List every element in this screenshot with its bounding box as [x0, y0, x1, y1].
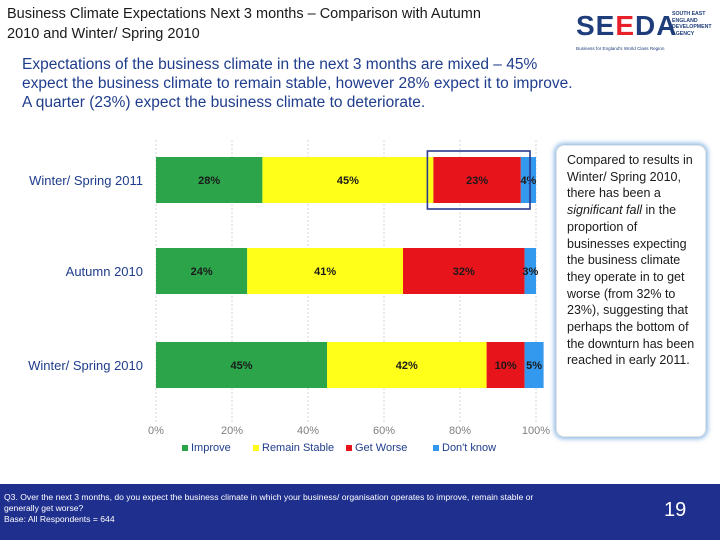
- bar-segment-get-worse: [486, 342, 525, 388]
- logo-side-text: SOUTH EAST ENGLAND DEVELOPMENT AGENCY: [672, 11, 712, 37]
- slide-title: Business Climate Expectations Next 3 mon…: [7, 4, 537, 44]
- data-label: 41%: [314, 266, 336, 278]
- bar-segment-remain-stable: [262, 157, 434, 203]
- data-label: 45%: [337, 175, 359, 187]
- subtitle-line: expect the business climate to remain st…: [22, 75, 573, 92]
- seeda-logo: SEEDA SOUTH EAST ENGLAND DEVELOPMENT AGE…: [576, 8, 712, 52]
- bar-segment-get-worse: [433, 157, 521, 203]
- footer-question: Q3. Over the next 3 months, do you expec…: [4, 492, 644, 525]
- subtitle-line: Expectations of the business climate in …: [22, 56, 538, 73]
- logo-tagline: Business for England's World Class Regio…: [576, 46, 665, 51]
- bar-segment-improve: [156, 248, 248, 294]
- data-label: 3%: [522, 266, 538, 278]
- legend-swatch: [182, 445, 188, 451]
- data-label: 32%: [453, 266, 475, 278]
- slide-title-line: Business Climate Expectations Next 3 mon…: [7, 6, 481, 22]
- callout-text: Compared to results in Winter/ Spring 20…: [567, 153, 693, 201]
- logo-part-accent: E: [615, 10, 636, 41]
- bar-segment-don-t-know: [520, 157, 536, 203]
- logo-part: SE: [576, 10, 616, 41]
- category-label: Winter/ Spring 2010: [28, 358, 143, 373]
- legend-label: Get Worse: [355, 442, 407, 454]
- category-label: Autumn 2010: [66, 264, 143, 279]
- callout-emphasis: significant fall: [567, 203, 643, 218]
- subtitle-line: A quarter (23%) expect the business clim…: [22, 94, 426, 111]
- x-tick-label: 60%: [373, 425, 395, 437]
- commentary-callout: Compared to results in Winter/ Spring 20…: [556, 145, 706, 437]
- data-label: 4%: [520, 175, 536, 187]
- slide-subtitle: Expectations of the business climate in …: [22, 55, 702, 112]
- bar-segment-remain-stable: [247, 248, 403, 294]
- category-label: Winter/ Spring 2011: [29, 173, 143, 188]
- legend-label: Don't know: [442, 442, 496, 454]
- highlight-box: [426, 150, 531, 210]
- bar-segment-improve: [156, 157, 263, 203]
- x-tick-label: 80%: [449, 425, 471, 437]
- data-label: 28%: [198, 175, 220, 187]
- x-tick-label: 0%: [148, 425, 164, 437]
- bar-segment-improve: [156, 342, 327, 388]
- bar-segment-don-t-know: [524, 342, 544, 388]
- slide-title-line: 2010 and Winter/ Spring 2010: [7, 26, 200, 42]
- x-tick-label: 40%: [297, 425, 319, 437]
- legend-swatch: [346, 445, 352, 451]
- data-label: 5%: [526, 360, 542, 372]
- logo-wordmark: SEEDA: [576, 10, 678, 42]
- legend-swatch: [253, 445, 259, 451]
- bar-segment-don-t-know: [524, 248, 536, 294]
- logo-side-line: SOUTH EAST: [672, 11, 706, 17]
- data-label: 42%: [396, 360, 418, 372]
- footer-bar: Q3. Over the next 3 months, do you expec…: [0, 484, 720, 540]
- callout-text: in the proportion of businesses expectin…: [567, 203, 695, 368]
- x-tick-label: 20%: [221, 425, 243, 437]
- footer-base: Base: All Respondents = 644: [4, 514, 115, 524]
- legend-label: Improve: [191, 442, 231, 454]
- data-label: 45%: [230, 360, 252, 372]
- data-label: 24%: [191, 266, 213, 278]
- data-label: 10%: [495, 360, 517, 372]
- data-label: 23%: [466, 175, 488, 187]
- logo-side-line: ENGLAND: [672, 17, 698, 24]
- logo-part: DA: [635, 10, 678, 41]
- x-tick-label: 100%: [522, 425, 550, 437]
- logo-side-line: AGENCY: [672, 30, 695, 37]
- footer-question-line: Q3. Over the next 3 months, do you expec…: [4, 492, 534, 502]
- logo-side-line: DEVELOPMENT: [672, 24, 712, 31]
- page-number: 19: [664, 499, 687, 521]
- footer-question-line: generally get worse?: [4, 503, 84, 513]
- legend-label: Remain Stable: [262, 442, 334, 454]
- bar-segment-remain-stable: [327, 342, 487, 388]
- legend-swatch: [433, 445, 439, 451]
- bar-segment-get-worse: [403, 248, 525, 294]
